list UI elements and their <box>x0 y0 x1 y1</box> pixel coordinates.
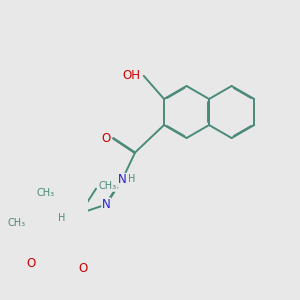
Text: H: H <box>128 173 135 184</box>
Text: N: N <box>102 198 111 211</box>
Text: CH₃: CH₃ <box>36 188 55 198</box>
Text: O: O <box>79 262 88 275</box>
Text: O: O <box>101 131 110 145</box>
Text: O: O <box>26 257 36 270</box>
Text: CH₃: CH₃ <box>7 218 25 228</box>
Text: H: H <box>58 212 65 223</box>
Text: N: N <box>118 173 127 187</box>
Text: OH: OH <box>123 69 141 82</box>
Text: CH₃: CH₃ <box>99 181 117 191</box>
